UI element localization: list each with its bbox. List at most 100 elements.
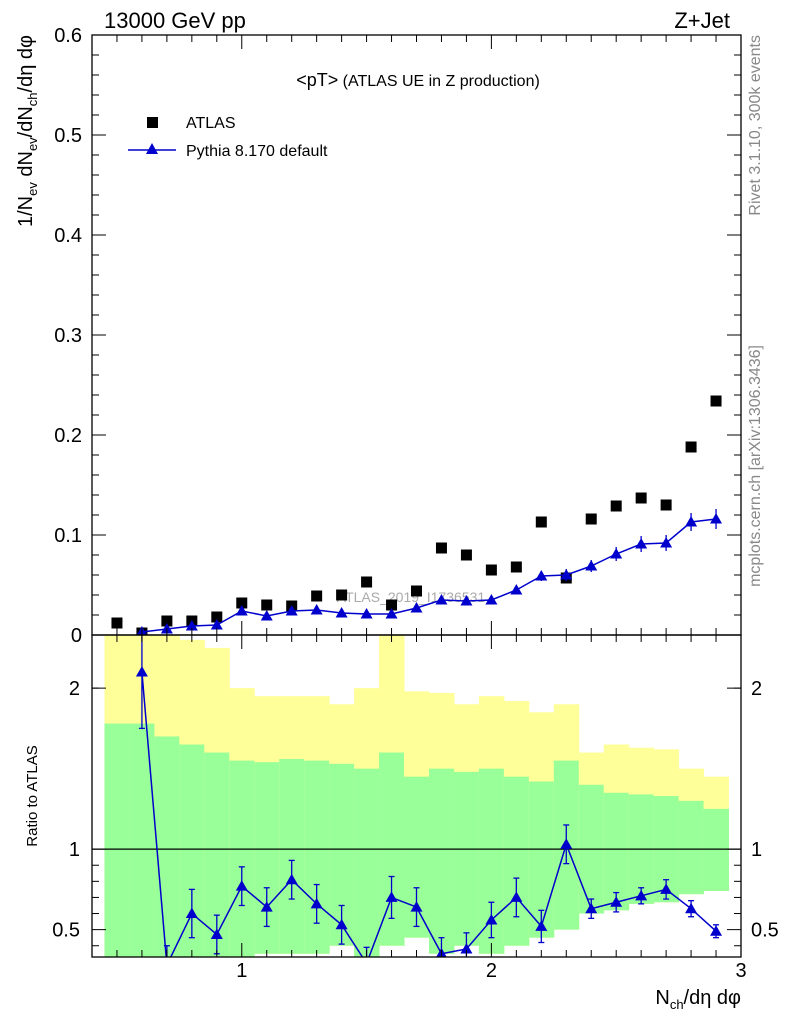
mc-data-point [435,594,448,605]
ratio-data-point [685,902,698,914]
band-green-bin [179,744,205,957]
ratio-y-tick-label-left: 0.5 [52,920,80,942]
plot-title-sub: (ATLAS UE in Z production) [338,73,540,90]
process-label: Z+Jet [674,8,730,33]
mc-data-point [585,560,598,571]
mcplots-label: mcplots.cern.ch [arXiv:1306.3436] [747,345,764,587]
atlas-data-point [111,617,123,629]
x-tick-label: 2 [486,960,497,982]
atlas-data-point [610,500,622,512]
mc-data-point [235,605,248,616]
band-green-bin [503,776,530,946]
mc-data-point [485,594,498,605]
ratio-data-point [260,901,273,912]
atlas-data-point [161,615,173,627]
main-y-tick-label: 0.4 [54,225,82,247]
band-green-bin [154,736,180,957]
legend-mc-label: Pythia 8.170 default [186,143,328,160]
atlas-data-point [635,492,647,504]
legend-atlas-label: ATLAS [186,115,236,132]
mc-data-point [510,584,523,595]
plot-title: <pT> (ATLAS UE in Z production) [296,70,540,90]
atlas-data-point [585,513,597,525]
mc-data-point [260,610,273,621]
mc-data-point [685,516,698,527]
mc-data-point [635,538,648,549]
ratio-data-point [485,913,498,925]
band-green-bin [279,758,305,954]
ratio-data-point [310,897,323,909]
band-green-bin [304,760,330,954]
atlas-data-point [336,589,348,601]
mc-data-point [360,608,373,619]
energy-label: 13000 GeV pp [104,8,246,33]
ratio-data-point [635,889,648,901]
atlas-data-point [535,516,547,528]
ratio-data-point [361,957,373,968]
band-green-bin [354,768,380,957]
ratio-data-point [235,880,248,891]
ratio-data-point [560,838,573,849]
atlas-data-point [510,561,522,573]
ratio-y-tick-label-left: 2 [69,678,80,700]
band-green-bin [428,768,455,954]
ratio-data-point [135,666,148,677]
mc-data-point [560,569,573,580]
band-green-bin [678,800,705,895]
atlas-data-point [460,549,472,561]
main-y-tick-label: 0.6 [54,25,82,47]
atlas-data-point [685,441,697,453]
band-green-bin [104,723,130,957]
mc-data-point [385,608,398,619]
axis-tick-labels: 0 0.1 0.2 0.3 0.4 0.5 0.6 0.5 0.5 1 1 2 2 1 2 3 [52,25,779,982]
ratio-y-tick-label-right: 1 [751,839,762,861]
ratio-data-point [410,901,423,912]
atlas-data-point [411,585,422,597]
ratio-y-tick-label-right: 2 [751,678,762,700]
ratio-series-line [141,671,717,957]
ratio-data-point [210,928,223,939]
legend-atlas-marker [147,117,158,128]
band-green-bin [129,723,155,957]
atlas-data-point [236,597,248,609]
ratio-data-point [460,942,473,954]
mc-series-line [141,518,717,633]
mc-data-point [710,513,723,524]
ratio-y-tick-label-left: 1 [69,839,80,861]
mc-data-point [610,548,623,559]
ratio-y-tick-label-right: 0.5 [751,920,779,942]
main-y-tick-label: 0.3 [54,325,82,347]
rivet-label: Rivet 3.1.10, 300k events [747,35,764,216]
mc-data-point [210,619,223,630]
mc-data-point [660,537,673,548]
x-axis-title: Nch/dη dφ [655,987,741,1012]
axis-ticks [92,34,741,957]
band-green-bin [703,808,730,891]
main-y-tick-label: 0 [71,625,82,647]
ratio-data-point [535,920,548,931]
atlas-data-point [261,599,273,611]
mc-data-point [335,607,348,618]
ratio-data-point [610,896,623,907]
atlas-data-point [710,395,722,407]
legend: ATLAS Pythia 8.170 default [128,115,328,160]
band-green-bin [229,760,255,957]
main-y-tick-label: 0.1 [54,525,82,547]
ratio-plot-marks [135,635,723,968]
ratio-data-point [660,883,673,894]
ratio-data-point [285,873,298,885]
mc-data-point [460,595,473,606]
atlas-data-point [361,576,373,588]
main-y-tick-label: 0.2 [54,425,82,447]
mc-data-point [285,605,298,616]
atlas-data-point [311,590,323,602]
mc-data-point [535,570,548,581]
main-plot-marks [111,395,723,635]
ratio-data-point [185,907,198,919]
x-tick-label: 1 [236,960,247,982]
ratio-data-point [510,891,523,902]
ratio-data-point [385,891,398,902]
ratio-data-point [585,902,598,914]
x-tick-label: 3 [735,960,746,982]
